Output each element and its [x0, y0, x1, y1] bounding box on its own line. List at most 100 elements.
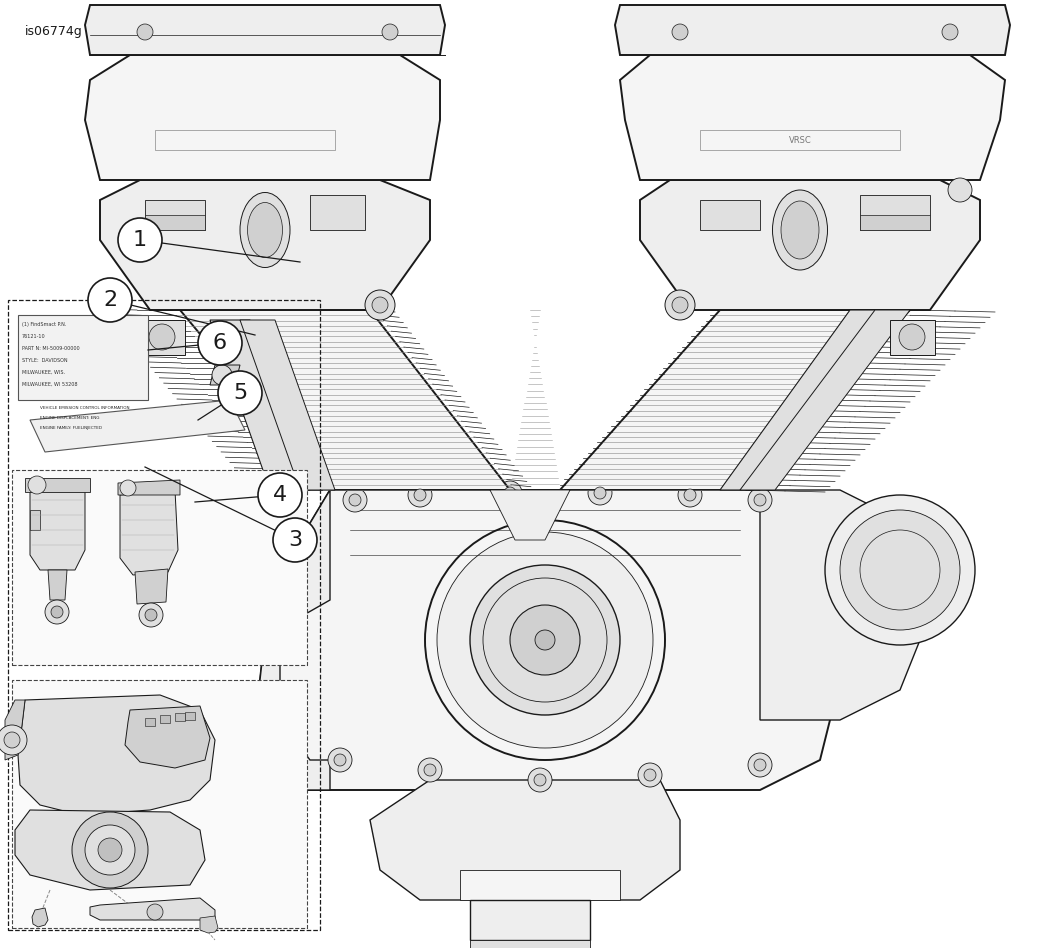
Text: (1) FindSmact P.N.: (1) FindSmact P.N.: [22, 322, 66, 327]
Bar: [860, 215, 930, 230]
Circle shape: [754, 759, 766, 771]
Ellipse shape: [781, 201, 819, 259]
Polygon shape: [30, 490, 85, 570]
Polygon shape: [90, 898, 215, 920]
Circle shape: [418, 758, 442, 782]
Text: MILWAUKEE, WI 53208: MILWAUKEE, WI 53208: [22, 382, 77, 387]
Circle shape: [425, 520, 665, 760]
Circle shape: [672, 24, 688, 40]
Bar: [310, 195, 365, 230]
Polygon shape: [470, 940, 590, 948]
Bar: [12, 470, 306, 665]
Circle shape: [98, 838, 122, 862]
Polygon shape: [200, 916, 218, 933]
Bar: [185, 712, 195, 720]
Circle shape: [137, 24, 153, 40]
Circle shape: [273, 518, 317, 562]
Circle shape: [528, 768, 552, 792]
Circle shape: [139, 603, 163, 627]
Polygon shape: [740, 310, 910, 490]
Circle shape: [588, 481, 612, 505]
Circle shape: [149, 324, 175, 350]
Circle shape: [45, 600, 69, 624]
Text: PART N: MI-5009-00000: PART N: MI-5009-00000: [22, 346, 79, 351]
Polygon shape: [210, 320, 310, 490]
Text: MILWAUKEE, WIS.: MILWAUKEE, WIS.: [22, 370, 65, 375]
Polygon shape: [15, 810, 205, 890]
Polygon shape: [560, 310, 910, 490]
Circle shape: [88, 278, 132, 322]
Bar: [145, 718, 155, 726]
Polygon shape: [118, 480, 180, 495]
Text: VEHICLE EMISSION CONTROL INFORMATION: VEHICLE EMISSION CONTROL INFORMATION: [40, 406, 130, 410]
Circle shape: [825, 495, 975, 645]
Circle shape: [684, 489, 696, 501]
Polygon shape: [32, 908, 48, 927]
Text: 1: 1: [133, 230, 147, 250]
Circle shape: [498, 481, 522, 505]
Circle shape: [748, 753, 772, 777]
Bar: [700, 130, 900, 150]
Bar: [145, 200, 205, 230]
Polygon shape: [720, 310, 890, 490]
Circle shape: [51, 606, 63, 618]
Circle shape: [72, 812, 147, 888]
Polygon shape: [615, 5, 1010, 55]
Polygon shape: [85, 55, 440, 180]
Circle shape: [258, 473, 302, 517]
Circle shape: [594, 487, 606, 499]
Circle shape: [899, 324, 925, 350]
Polygon shape: [260, 490, 329, 790]
Polygon shape: [180, 310, 510, 490]
Bar: [8, 300, 320, 930]
Circle shape: [483, 578, 607, 702]
Circle shape: [365, 290, 395, 320]
Bar: [145, 215, 205, 230]
Circle shape: [212, 365, 232, 385]
Circle shape: [860, 530, 940, 610]
Polygon shape: [620, 55, 1005, 180]
Polygon shape: [490, 490, 570, 540]
Text: ENGINE DISPLACEMENT: ENG: ENGINE DISPLACEMENT: ENG: [40, 416, 99, 420]
Circle shape: [644, 769, 656, 781]
Circle shape: [382, 24, 397, 40]
Circle shape: [147, 904, 163, 920]
Bar: [30, 510, 40, 530]
Circle shape: [437, 532, 653, 748]
Polygon shape: [470, 900, 590, 940]
Text: 5: 5: [233, 383, 247, 403]
Circle shape: [840, 510, 960, 630]
Polygon shape: [5, 700, 25, 760]
Ellipse shape: [240, 192, 290, 267]
Polygon shape: [25, 478, 90, 492]
Circle shape: [672, 297, 688, 313]
Polygon shape: [760, 490, 920, 720]
Polygon shape: [30, 400, 245, 452]
Text: ENGINE FAMILY: FUELINJECTED: ENGINE FAMILY: FUELINJECTED: [40, 426, 103, 430]
Text: 2: 2: [103, 290, 117, 310]
Polygon shape: [260, 490, 840, 790]
Circle shape: [535, 774, 546, 786]
Bar: [160, 715, 170, 723]
Circle shape: [328, 748, 353, 772]
Circle shape: [28, 476, 46, 494]
Circle shape: [343, 488, 367, 512]
Polygon shape: [460, 870, 620, 900]
Circle shape: [470, 565, 620, 715]
Text: is06774g: is06774g: [25, 25, 83, 38]
Polygon shape: [240, 320, 335, 490]
Polygon shape: [48, 570, 67, 600]
Polygon shape: [640, 180, 980, 310]
Ellipse shape: [773, 190, 827, 270]
Circle shape: [504, 487, 516, 499]
Text: VRSC: VRSC: [789, 136, 812, 144]
Circle shape: [334, 754, 346, 766]
Polygon shape: [370, 780, 680, 900]
Circle shape: [424, 764, 436, 776]
Polygon shape: [18, 695, 215, 815]
Circle shape: [198, 321, 242, 365]
Text: 4: 4: [273, 485, 287, 505]
Bar: [140, 320, 185, 355]
Polygon shape: [135, 569, 168, 604]
Text: ~: ~: [541, 645, 549, 655]
